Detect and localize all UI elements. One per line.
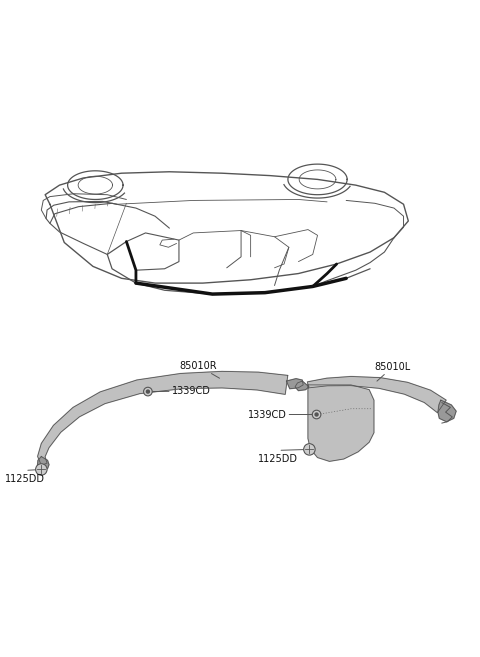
Polygon shape (308, 376, 446, 413)
Text: 1339CD: 1339CD (248, 409, 314, 420)
Polygon shape (287, 378, 303, 389)
Text: 1125DD: 1125DD (5, 474, 45, 484)
Text: 85010L: 85010L (375, 362, 411, 381)
Text: 1125DD: 1125DD (258, 454, 299, 464)
Text: 1339CD: 1339CD (151, 386, 211, 396)
Text: 85010R: 85010R (179, 361, 219, 378)
Polygon shape (438, 400, 456, 422)
Circle shape (312, 410, 321, 419)
Polygon shape (37, 371, 288, 465)
Circle shape (144, 387, 152, 396)
Circle shape (146, 390, 149, 393)
Circle shape (304, 443, 315, 455)
Polygon shape (295, 381, 309, 391)
Circle shape (36, 464, 47, 475)
Polygon shape (37, 457, 49, 470)
Circle shape (315, 413, 318, 416)
Polygon shape (308, 385, 374, 461)
